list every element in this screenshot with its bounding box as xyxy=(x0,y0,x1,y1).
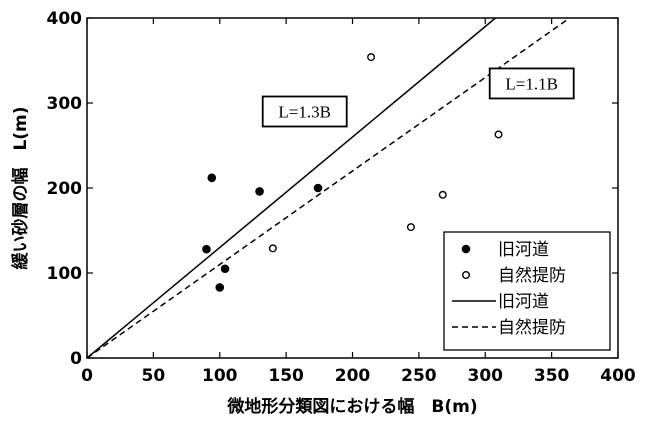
filled-data-point xyxy=(255,187,264,196)
y-tick-label: 200 xyxy=(47,179,83,199)
legend-filled-marker xyxy=(461,244,471,254)
x-axis: 0 50 100 150 200 250 300 350 400 xyxy=(81,18,636,386)
x-tick-label: 350 xyxy=(534,366,570,386)
y-tick-label: 300 xyxy=(47,94,83,114)
y-axis: 0 100 200 300 400 xyxy=(47,9,618,369)
legend-box xyxy=(443,231,611,351)
legend-label: 自然提防 xyxy=(498,266,566,286)
x-tick-label: 300 xyxy=(468,366,504,386)
y-tick-label: 100 xyxy=(47,264,83,284)
x-tick-label: 100 xyxy=(202,366,238,386)
data-points xyxy=(202,53,503,292)
legend-label: 旧河道 xyxy=(498,292,549,312)
x-tick-label: 400 xyxy=(600,366,636,386)
legend-label: 旧河道 xyxy=(498,240,549,260)
annotation-box xyxy=(261,95,348,128)
annotations: L=1.3B L=1.1B xyxy=(261,67,575,128)
filled-data-point xyxy=(215,283,225,292)
solid-fit-line xyxy=(86,17,496,359)
x-tick-label: 50 xyxy=(142,366,166,386)
legend-open-marker xyxy=(462,271,471,280)
x-tick-label: 150 xyxy=(268,366,304,386)
filled-data-point xyxy=(207,173,217,183)
annotation-label: L=1.1B xyxy=(505,74,558,93)
open-data-point xyxy=(367,53,376,62)
legend-label: 自然提防 xyxy=(498,318,566,338)
x-axis-label: 微地形分類図における幅 B(m) xyxy=(226,396,477,417)
y-tick-label: 0 xyxy=(70,349,82,369)
open-data-point xyxy=(406,223,415,232)
open-data-point xyxy=(438,190,447,199)
open-data-point xyxy=(494,130,503,139)
x-tick-label: 200 xyxy=(335,366,371,386)
y-axis-label: 緩い砂層の幅 L(m) xyxy=(10,106,31,269)
x-tick-label: 0 xyxy=(81,366,93,386)
x-tick-label: 250 xyxy=(401,366,437,386)
filled-data-point xyxy=(220,264,230,274)
y-tick-label: 400 xyxy=(47,9,83,29)
filled-data-point xyxy=(313,183,323,193)
filled-data-point xyxy=(202,244,211,254)
annotation-label: L=1.3B xyxy=(278,103,331,122)
open-data-point xyxy=(268,244,277,253)
annotation-box xyxy=(488,67,575,100)
